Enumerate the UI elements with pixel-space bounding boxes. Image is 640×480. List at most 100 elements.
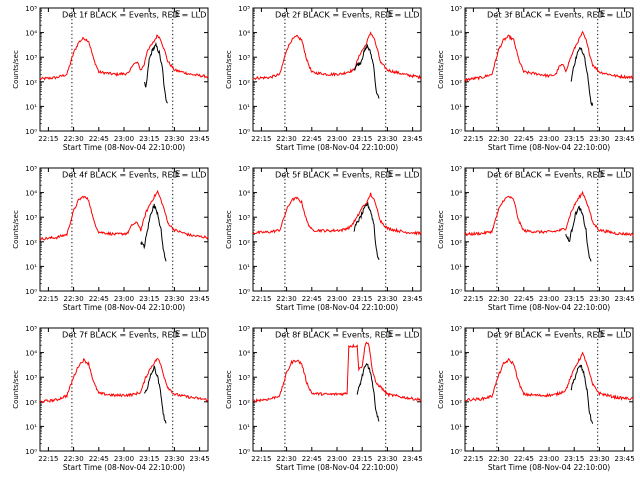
x-tick-label: 22:45 <box>514 135 534 143</box>
x-tick-label: 23:45 <box>615 455 635 463</box>
x-tick-label: 22:15 <box>251 295 271 303</box>
series-lld-line <box>464 30 634 83</box>
panel-det-4: Det 4f BLACK = Events, RED = LLD 10⁰ 10¹ 10… <box>12 165 210 312</box>
y-tick-label: 10¹ <box>238 103 250 111</box>
series-lld-line <box>252 341 422 403</box>
x-axis-label: Start Time (08-Nov-04 22:10:00) <box>488 303 610 312</box>
panel-det-7: Det 7f BLACK = Events, RED = LLD 10⁰ 10¹ 10… <box>12 325 210 472</box>
panel-det-6: Det 6f BLACK = Events, RED = LLD 10⁰ 10¹ 10… <box>437 165 635 312</box>
x-tick-label: 23:45 <box>190 135 210 143</box>
y-tick-label: 10⁰ <box>25 448 37 456</box>
y-tick-label: 10² <box>238 399 250 407</box>
vertical-marker-label: E <box>175 330 181 340</box>
y-tick-label: 10⁵ <box>450 325 462 333</box>
y-tick-label: 10³ <box>238 214 250 222</box>
x-tick-label: 23:00 <box>539 295 559 303</box>
x-tick-label: 23:00 <box>327 135 347 143</box>
x-tick-label: 22:15 <box>38 295 58 303</box>
series-events-line <box>353 201 380 260</box>
series-events-line <box>144 41 168 104</box>
panel-title: Det 4f BLACK = Events, RED = LLD <box>62 169 206 179</box>
y-tick-label: 10¹ <box>450 103 462 111</box>
y-axis-label: Counts/sec <box>225 210 233 249</box>
panel-title: Det 8f BLACK = Events, RED = LLD <box>275 329 419 339</box>
y-tick-label: 10² <box>238 79 250 87</box>
y-tick-label: 10² <box>450 239 462 247</box>
series-events-line <box>570 46 594 107</box>
x-tick-label: 22:30 <box>64 135 84 143</box>
x-axis-label: Start Time (08-Nov-04 22:10:00) <box>488 463 610 472</box>
series-events-line <box>144 365 167 424</box>
series-lld-line <box>39 189 209 241</box>
x-tick-label: 22:30 <box>489 295 509 303</box>
x-tick-label: 23:45 <box>403 455 423 463</box>
x-axis-label: Start Time (08-Nov-04 22:10:00) <box>276 143 398 152</box>
x-axis-label: Start Time (08-Nov-04 22:10:00) <box>63 463 185 472</box>
vertical-marker-label: E <box>600 170 606 180</box>
y-axis-label: Counts/sec <box>12 210 20 249</box>
y-tick-label: 10³ <box>25 374 37 382</box>
y-tick-label: 10⁴ <box>450 190 462 198</box>
y-tick-label: 10⁰ <box>25 128 37 136</box>
x-axis-label: Start Time (08-Nov-04 22:10:00) <box>276 463 398 472</box>
y-tick-label: 10⁵ <box>25 165 37 173</box>
x-tick-label: 23:45 <box>615 135 635 143</box>
x-tick-label: 23:00 <box>539 135 559 143</box>
y-tick-label: 10⁴ <box>450 30 462 38</box>
y-axis-label: Counts/sec <box>225 370 233 409</box>
x-tick-label: 22:45 <box>89 295 109 303</box>
x-axis-label: Start Time (08-Nov-04 22:10:00) <box>63 143 185 152</box>
x-tick-label: 22:30 <box>489 455 509 463</box>
y-tick-label: 10⁵ <box>25 325 37 333</box>
x-tick-label: 23:00 <box>114 295 134 303</box>
x-tick-label: 23:30 <box>164 455 184 463</box>
x-tick-label: 23:15 <box>139 455 159 463</box>
y-tick-label: 10¹ <box>450 423 462 431</box>
panel-grid: Det 1f BLACK = Events, RED = LLD 10⁰ 10¹ 10… <box>12 5 635 472</box>
y-axis-label: Counts/sec <box>437 210 445 249</box>
x-tick-label: 22:30 <box>277 455 297 463</box>
x-tick-label: 22:15 <box>463 135 483 143</box>
panel-det-1: Det 1f BLACK = Events, RED = LLD 10⁰ 10¹ 10… <box>12 5 210 152</box>
vertical-marker-label: E <box>600 10 606 20</box>
x-tick-label: 23:45 <box>190 455 210 463</box>
series-events-line <box>353 44 380 99</box>
y-axis-label: Counts/sec <box>12 370 20 409</box>
y-tick-label: 10⁵ <box>238 325 250 333</box>
x-tick-label: 23:00 <box>327 455 347 463</box>
vertical-marker-label: E <box>175 170 181 180</box>
x-tick-label: 23:30 <box>164 295 184 303</box>
x-tick-label: 23:00 <box>114 455 134 463</box>
x-tick-label: 22:15 <box>38 135 58 143</box>
y-tick-label: 10¹ <box>238 263 250 271</box>
y-tick-label: 10⁴ <box>238 30 250 38</box>
y-tick-label: 10¹ <box>238 423 250 431</box>
x-tick-label: 22:15 <box>251 455 271 463</box>
x-tick-label: 22:45 <box>89 455 109 463</box>
series-events-line <box>140 203 167 262</box>
x-tick-label: 22:45 <box>302 135 322 143</box>
x-tick-label: 22:30 <box>489 135 509 143</box>
series-lld-line <box>252 192 422 236</box>
y-tick-label: 10⁰ <box>450 448 462 456</box>
vertical-marker-label: E <box>388 170 394 180</box>
x-tick-label: 22:45 <box>89 135 109 143</box>
y-tick-label: 10¹ <box>25 263 37 271</box>
panel-title: Det 6f BLACK = Events, RED = LLD <box>487 169 631 179</box>
x-tick-label: 22:45 <box>514 455 534 463</box>
y-tick-label: 10⁴ <box>25 190 37 198</box>
series-events-line <box>565 205 592 262</box>
panel-det-5: Det 5f BLACK = Events, RED = LLD 10⁰ 10¹ 10… <box>225 165 423 312</box>
x-tick-label: 23:30 <box>377 295 397 303</box>
vertical-marker-label: E <box>600 330 606 340</box>
x-tick-label: 23:15 <box>352 455 372 463</box>
x-tick-label: 23:45 <box>615 295 635 303</box>
y-tick-label: 10⁴ <box>25 30 37 38</box>
y-tick-label: 10⁰ <box>450 128 462 136</box>
x-tick-label: 22:15 <box>38 455 58 463</box>
y-axis-label: Counts/sec <box>12 50 20 89</box>
x-tick-label: 23:15 <box>352 135 372 143</box>
y-tick-label: 10⁰ <box>238 128 250 136</box>
y-tick-label: 10² <box>238 239 250 247</box>
x-axis-label: Start Time (08-Nov-04 22:10:00) <box>63 303 185 312</box>
